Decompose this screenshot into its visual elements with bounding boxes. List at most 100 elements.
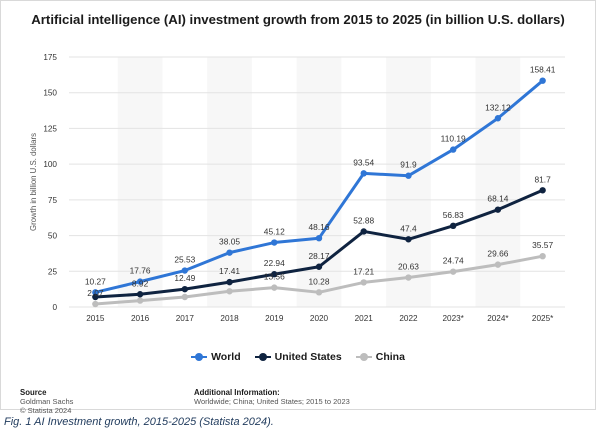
data-label: 17.76 (130, 266, 151, 276)
x-tick-label: 2022 (399, 314, 418, 323)
data-label: 12.49 (174, 273, 195, 283)
legend-marker-united-states (254, 353, 271, 361)
x-tick-label: 2024* (487, 314, 509, 323)
data-point (181, 267, 189, 274)
data-label: 38.05 (219, 237, 240, 247)
data-point (92, 300, 99, 308)
data-point (405, 274, 412, 281)
source-heading: Source (20, 388, 47, 397)
data-label: 13.56 (264, 272, 285, 282)
data-label: 91.9 (400, 160, 417, 170)
y-tick-label: 25 (48, 267, 58, 276)
source-line: © Statista 2024 (20, 406, 72, 415)
source-block: Source Goldman Sachs © Statista 2024 (20, 388, 73, 415)
y-tick-label: 150 (43, 89, 57, 98)
y-tick-label: 75 (48, 196, 58, 205)
data-point (449, 222, 457, 230)
data-label: 25.53 (174, 255, 195, 265)
chart-title: Artificial intelligence (AI) investment … (31, 12, 565, 27)
x-tick-label: 2020 (310, 314, 329, 323)
data-point (539, 187, 546, 194)
additional-info-text: Worldwide; China; United States; 2015 to… (194, 397, 350, 406)
data-label: 20.63 (398, 262, 419, 272)
x-tick-label: 2015 (86, 314, 105, 323)
y-tick-label: 0 (52, 303, 57, 312)
data-label: 10.27 (85, 276, 106, 286)
data-point (92, 293, 99, 301)
background-band (207, 57, 252, 307)
figure-caption: Fig. 1 AI Investment growth, 2015-2025 (… (4, 416, 274, 428)
data-label: 48.16 (309, 222, 330, 232)
x-tick-label: 2025* (532, 314, 554, 323)
data-point (136, 291, 144, 298)
data-point (226, 278, 233, 286)
data-point (405, 236, 412, 243)
data-label: 110.19 (441, 134, 466, 144)
legend-item-world[interactable]: World (191, 351, 241, 363)
data-label: 2.07 (87, 288, 104, 298)
data-label: 35.57 (532, 240, 553, 250)
additional-info-heading: Additional Information: (194, 388, 280, 397)
data-point (405, 172, 412, 179)
x-tick-label: 2017 (176, 314, 195, 323)
data-label: 132.12 (485, 102, 511, 112)
data-point (449, 146, 457, 153)
data-label: 47.4 (400, 223, 417, 233)
x-tick-label: 2023* (442, 314, 464, 323)
data-point (539, 252, 546, 260)
data-point (315, 235, 323, 242)
legend-item-china[interactable]: China (355, 351, 405, 363)
background-band (475, 57, 521, 307)
legend-label-china: China (375, 351, 405, 363)
source-line[interactable]: Goldman Sachs (20, 397, 74, 406)
legend-marker-china (355, 353, 372, 361)
data-point (315, 289, 323, 296)
data-label: 17.41 (219, 266, 240, 276)
legend-item-united-states[interactable]: United States (254, 351, 342, 363)
y-tick-label: 100 (43, 160, 57, 169)
data-point (92, 289, 99, 296)
data-label: 68.14 (487, 194, 508, 204)
x-tick-label: 2016 (131, 314, 150, 323)
data-label: 56.83 (443, 210, 464, 220)
data-point (226, 249, 233, 256)
y-axis-label: Growth in billion U.S. dollars (29, 133, 38, 231)
data-label: 28.17 (309, 251, 330, 261)
legend-label-united-states: United States (274, 351, 342, 363)
data-point (271, 271, 278, 278)
data-label: 17.21 (353, 266, 374, 276)
data-point (271, 239, 278, 246)
data-point (226, 288, 233, 295)
data-label: 158.41 (530, 65, 556, 75)
data-label: 24.74 (443, 256, 464, 266)
legend: World United States China (0, 351, 596, 363)
data-point (136, 297, 144, 304)
legend-marker-world (191, 353, 208, 361)
x-tick-label: 2018 (220, 314, 239, 323)
legend-label-world: World (211, 351, 241, 363)
data-point (315, 263, 323, 270)
data-point (494, 115, 502, 122)
data-label: 93.54 (353, 157, 374, 167)
data-label: 10.28 (309, 276, 330, 286)
data-point (271, 284, 278, 291)
data-point (181, 293, 189, 301)
y-tick-label: 125 (43, 124, 57, 133)
data-point (181, 285, 189, 293)
y-tick-label: 50 (48, 232, 58, 241)
additional-info-block: Additional Information: Worldwide; China… (194, 388, 350, 406)
data-label: 8.92 (132, 278, 149, 288)
x-tick-label: 2021 (355, 314, 374, 323)
data-point (136, 278, 144, 285)
data-point (360, 228, 367, 235)
data-point (494, 206, 502, 213)
background-band (117, 57, 163, 307)
data-label: 29.66 (487, 249, 508, 259)
data-point (539, 77, 546, 84)
data-label: 81.7 (534, 174, 551, 184)
data-point (360, 170, 367, 177)
data-label: 45.12 (264, 227, 285, 237)
y-tick-label: 175 (43, 53, 57, 62)
data-point (494, 261, 502, 268)
data-point (360, 279, 367, 286)
